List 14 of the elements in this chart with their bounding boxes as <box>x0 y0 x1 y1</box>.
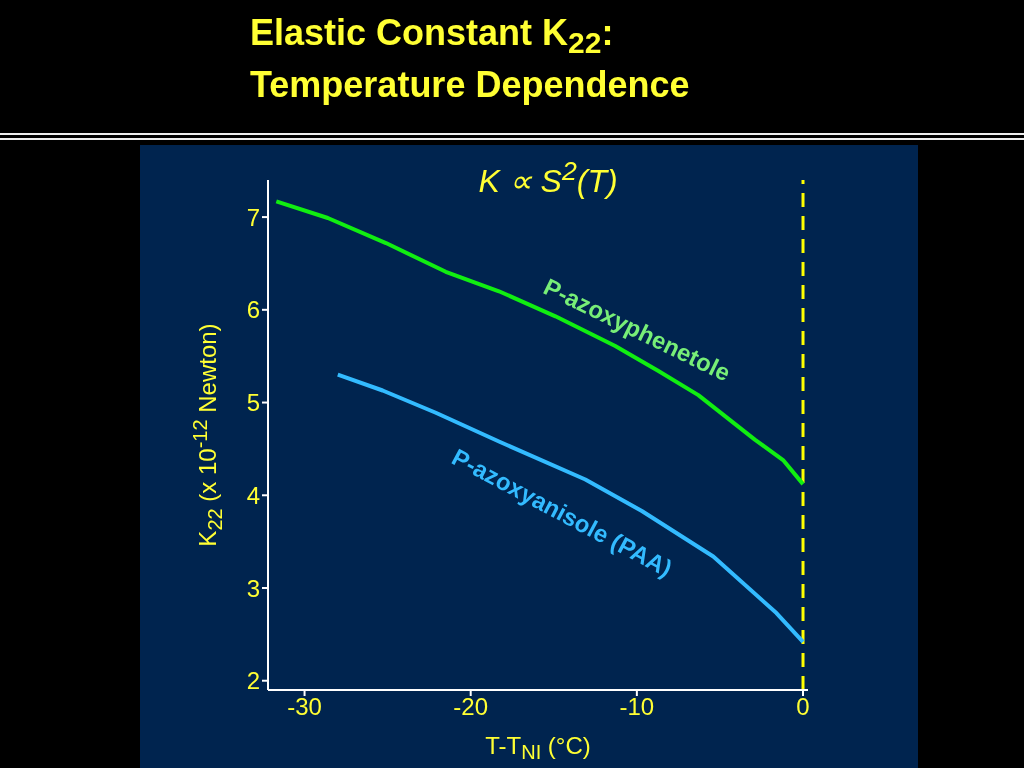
x-tick-label: -10 <box>619 693 655 721</box>
chart-subtitle: Temperature Dependence <box>250 64 690 107</box>
y-tick-label: 5 <box>246 389 260 417</box>
y-tick-label: 3 <box>246 574 260 602</box>
y-tick-label: 7 <box>246 203 260 231</box>
y-tick-label: 6 <box>246 296 260 324</box>
x-tick-label: -20 <box>453 693 489 721</box>
annotation: K ∝ S$^{2}$(T) <box>478 156 618 200</box>
y-tick-label: 4 <box>246 481 260 509</box>
y-tick-label: 2 <box>246 667 260 695</box>
x-tick-label: -30 <box>287 693 322 721</box>
chart-title: Elastic Constant K$_{22}$: <box>250 12 615 62</box>
x-tick-label: 0 <box>796 693 810 721</box>
x-axis-title: T-T$_{NI}$ (°C) <box>485 731 591 765</box>
